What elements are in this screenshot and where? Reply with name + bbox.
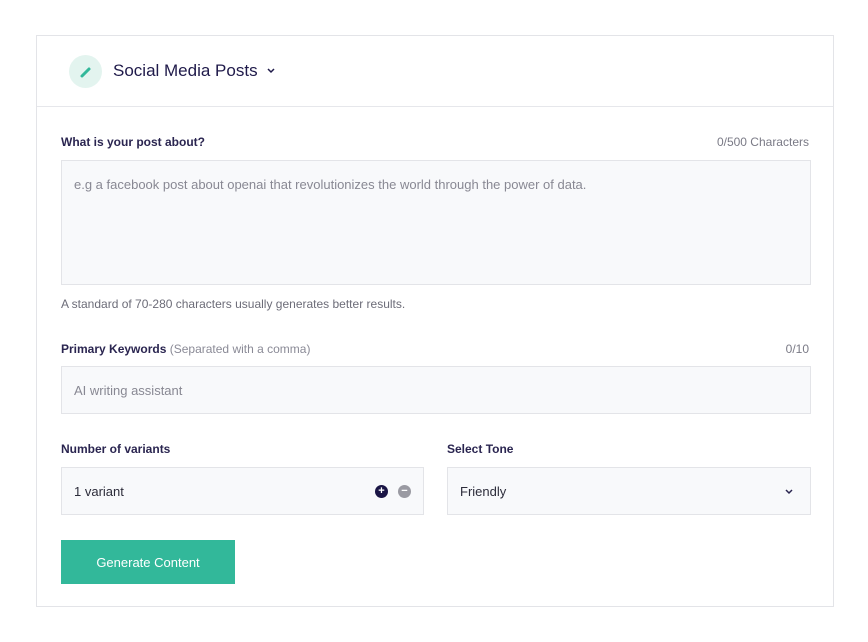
chevron-down-icon — [785, 489, 793, 495]
post-char-counter: 0/500 Characters — [716, 135, 809, 149]
keywords-placeholder: AI writing assistant — [74, 383, 183, 398]
social-media-form-card: Social Media Posts What is your post abo… — [36, 35, 834, 607]
variants-label: Number of variants — [61, 442, 171, 456]
keywords-input[interactable]: AI writing assistant — [61, 366, 811, 414]
plus-icon[interactable]: + — [375, 485, 388, 498]
post-label: What is your post about? — [61, 135, 205, 149]
keywords-counter: 0/10 — [785, 342, 809, 356]
post-textarea[interactable]: e.g a facebook post about openai that re… — [61, 160, 811, 285]
template-title: Social Media Posts — [113, 61, 258, 80]
minus-icon[interactable]: − — [398, 485, 411, 498]
chevron-down-icon — [267, 68, 275, 74]
generate-content-button[interactable]: Generate Content — [61, 540, 235, 584]
tone-select[interactable]: Friendly — [447, 467, 811, 515]
template-selector[interactable]: Social Media Posts — [113, 61, 276, 81]
post-placeholder: e.g a facebook post about openai that re… — [74, 177, 587, 192]
keywords-label: Primary Keywords (Separated with a comma… — [61, 342, 311, 356]
variants-stepper[interactable]: 1 variant + − — [61, 467, 424, 515]
post-hint: A standard of 70-280 characters usually … — [61, 297, 406, 311]
card-header: Social Media Posts — [37, 36, 833, 107]
tone-value: Friendly — [460, 484, 507, 499]
pencil-icon — [69, 55, 102, 88]
variants-value: 1 variant — [74, 484, 124, 499]
tone-label: Select Tone — [447, 442, 514, 456]
